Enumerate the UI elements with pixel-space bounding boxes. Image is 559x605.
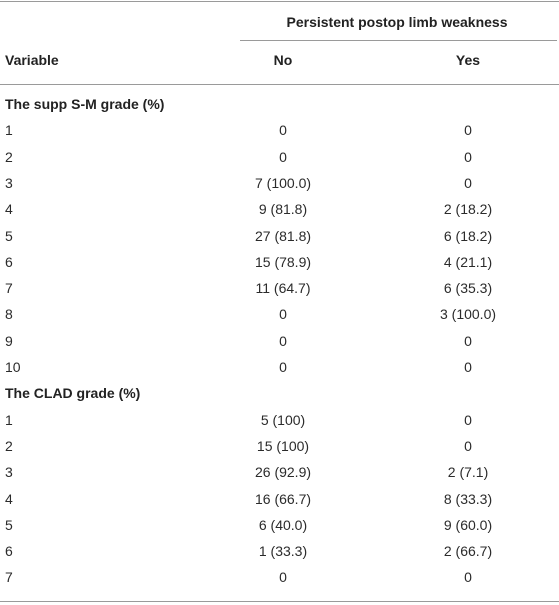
cell: 9 (60.0) <box>443 516 493 533</box>
cell: 3 (100.0) <box>439 306 497 323</box>
section-title: The supp S-M grade (%) <box>5 96 165 112</box>
cell: 0 <box>464 569 472 586</box>
cell: 0 <box>464 174 472 191</box>
cell: 0 <box>464 122 472 139</box>
top-rule <box>0 1 559 2</box>
cell: 11 (64.7) <box>255 280 311 297</box>
cell: 15 (100) <box>256 437 310 454</box>
row-label: 4 <box>5 201 13 218</box>
group-header: Persistent postop limb weakness <box>286 14 508 30</box>
group-rule <box>240 40 557 41</box>
row-label: 8 <box>5 306 13 323</box>
row-label: 2 <box>5 437 13 454</box>
cell: 0 <box>464 148 472 165</box>
cell: 2 (18.2) <box>443 201 493 218</box>
row-label: 7 <box>5 280 13 297</box>
column-header: Yes <box>455 52 481 68</box>
row-label: 4 <box>5 490 13 507</box>
bottom-rule <box>0 601 559 602</box>
cell: 0 <box>279 148 287 165</box>
row-label: 5 <box>5 227 13 244</box>
cell: 0 <box>464 411 472 428</box>
row-label: 6 <box>5 253 13 270</box>
cell: 6 (40.0) <box>258 516 308 533</box>
cell: 0 <box>279 122 287 139</box>
cell: 26 (92.9) <box>254 464 312 481</box>
section-title: The CLAD grade (%) <box>5 385 141 402</box>
cell: 1 (33.3) <box>258 543 308 560</box>
row-label: 3 <box>5 174 13 191</box>
cell: 7 (100.0) <box>254 174 312 191</box>
cell: 2 (66.7) <box>443 543 493 560</box>
column-header: No <box>273 52 293 68</box>
row-label: 2 <box>5 148 13 165</box>
row-label: 5 <box>5 516 13 533</box>
row-label: 10 <box>5 359 21 375</box>
cell: 16 (66.7) <box>254 490 312 507</box>
cell: 0 <box>279 332 287 349</box>
cell: 2 (7.1) <box>447 464 489 481</box>
cell: 15 (78.9) <box>254 253 312 270</box>
row-label: 1 <box>5 122 13 139</box>
row-label: 9 <box>5 332 13 349</box>
cell: 4 (21.1) <box>443 253 493 270</box>
cell: 0 <box>464 437 472 454</box>
row-label: 7 <box>5 569 13 586</box>
cell: 8 (33.3) <box>443 490 493 507</box>
cell: 9 (81.8) <box>258 201 308 218</box>
row-label: 6 <box>5 543 13 560</box>
header-rule <box>0 84 559 85</box>
row-label: 1 <box>5 411 13 428</box>
cell: 6 (18.2) <box>443 227 493 244</box>
cell: 6 (35.3) <box>443 280 493 297</box>
cell: 0 <box>464 332 472 349</box>
row-label: 3 <box>5 464 13 481</box>
cell: 0 <box>279 569 287 586</box>
cell: 27 (81.8) <box>254 227 312 244</box>
cell: 0 <box>279 306 287 323</box>
cell: 0 <box>464 359 472 375</box>
cell: 0 <box>279 359 287 375</box>
cell: 5 (100) <box>260 411 306 428</box>
column-header: Variable <box>5 52 59 68</box>
